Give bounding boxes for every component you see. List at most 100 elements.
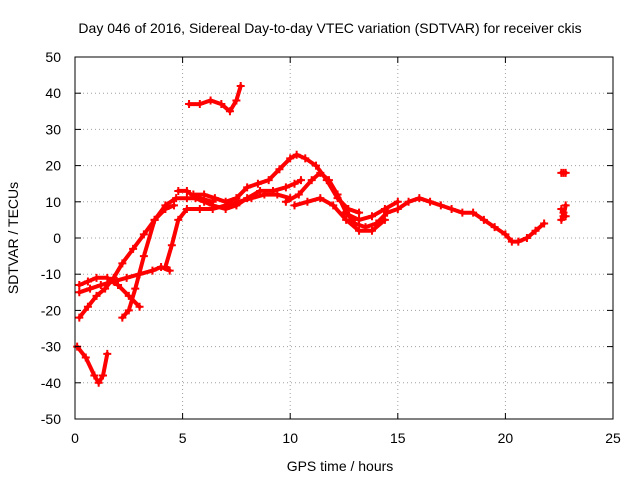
data-point	[290, 179, 299, 188]
data-point	[92, 291, 101, 300]
series-group	[73, 81, 570, 387]
data-point	[404, 197, 413, 206]
data-point	[210, 194, 219, 203]
x-tick-labels: 0 5 10 15 20 25	[71, 430, 621, 446]
data-point	[340, 208, 348, 217]
y-tick-label: -30	[41, 339, 61, 355]
data-point	[458, 208, 467, 217]
data-point	[174, 186, 183, 195]
data-point	[131, 284, 140, 293]
data-point	[243, 194, 252, 203]
series-arc-m	[185, 81, 245, 116]
data-point	[426, 197, 435, 206]
y-tick-labels: -50 -40 -30 -20 -10 0 10 20 30 40 50	[41, 49, 61, 427]
data-point	[75, 288, 84, 297]
data-point	[281, 183, 290, 192]
y-tick-label: 20	[45, 158, 61, 174]
data-point	[139, 230, 148, 239]
data-point	[161, 201, 170, 210]
series-arc-o	[557, 201, 570, 224]
data-point	[206, 96, 215, 105]
data-point	[122, 273, 131, 282]
data-point	[81, 353, 90, 362]
data-point	[393, 197, 402, 206]
data-point	[221, 205, 230, 214]
data-point	[501, 230, 510, 239]
data-point	[101, 284, 110, 293]
data-point	[256, 186, 265, 195]
y-tick-label: -10	[41, 266, 61, 282]
series-line	[385, 196, 547, 244]
data-point	[264, 176, 273, 185]
data-point	[150, 215, 159, 224]
data-point	[561, 168, 570, 177]
data-point	[294, 190, 303, 199]
data-point	[189, 190, 198, 199]
data-point	[225, 107, 234, 116]
y-tick-label: 40	[45, 85, 61, 101]
data-point	[329, 201, 338, 210]
data-point	[236, 81, 245, 90]
data-point	[174, 215, 183, 224]
data-point	[90, 371, 99, 380]
data-point	[86, 284, 95, 293]
series-arc-d	[75, 201, 178, 322]
data-point	[217, 100, 226, 109]
data-point	[182, 186, 191, 195]
series-arc-a	[73, 342, 112, 387]
data-point	[296, 176, 305, 185]
data-point	[333, 190, 342, 199]
data-point	[355, 208, 364, 217]
y-tick-label: -40	[41, 375, 61, 391]
data-point	[273, 190, 282, 199]
data-point	[114, 281, 123, 290]
data-point	[415, 194, 424, 203]
data-point	[169, 201, 178, 210]
data-point	[393, 205, 402, 214]
data-point	[514, 237, 523, 246]
data-point	[281, 197, 290, 206]
data-point	[75, 281, 84, 290]
data-point	[109, 273, 118, 282]
data-point	[118, 259, 127, 268]
data-point	[75, 313, 84, 322]
data-point	[342, 215, 351, 224]
series-line	[187, 84, 243, 114]
data-point	[383, 208, 392, 217]
data-point	[380, 215, 389, 224]
series-line	[77, 203, 176, 320]
data-point	[290, 201, 299, 210]
data-point	[208, 201, 217, 210]
data-point	[286, 154, 295, 163]
data-point	[172, 194, 181, 203]
data-point	[103, 349, 112, 358]
data-point	[303, 197, 312, 206]
x-axis-title: GPS time / hours	[287, 458, 394, 474]
data-point	[292, 150, 301, 159]
x-tick-label: 10	[282, 430, 298, 446]
data-point	[118, 313, 127, 322]
data-point	[232, 96, 241, 105]
series-arc-j	[290, 194, 389, 235]
data-point	[522, 234, 531, 242]
data-point	[182, 205, 191, 214]
series-arc-b	[75, 273, 144, 311]
data-point	[167, 241, 176, 250]
data-point	[307, 176, 316, 185]
y-tick-label: 50	[45, 49, 61, 65]
data-point	[83, 302, 92, 311]
y-tick-label: 10	[45, 194, 61, 210]
data-point	[200, 190, 209, 199]
series-arc-l	[383, 194, 549, 246]
data-point	[469, 208, 478, 217]
data-point	[324, 176, 333, 185]
series-arc-n	[557, 168, 570, 177]
data-point	[436, 201, 445, 210]
data-point	[139, 252, 148, 261]
data-point	[92, 273, 101, 282]
data-point	[232, 201, 241, 210]
data-point	[367, 212, 376, 221]
data-point	[268, 186, 277, 195]
data-point	[200, 197, 209, 206]
data-point	[561, 201, 570, 210]
